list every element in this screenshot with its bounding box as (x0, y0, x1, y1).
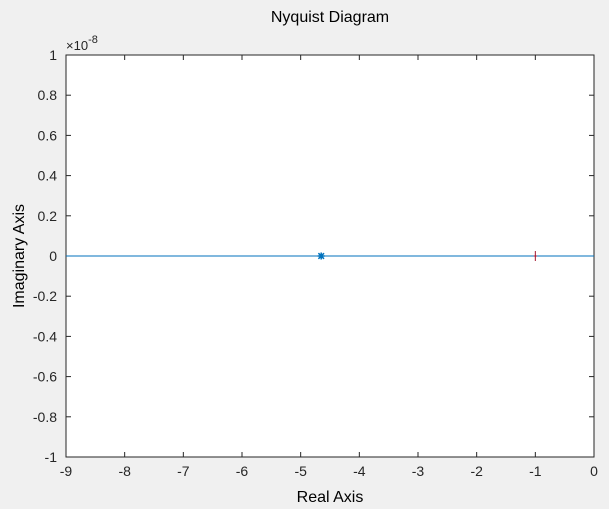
y-tick-label: 0.4 (38, 168, 58, 184)
x-tick-label: -5 (294, 463, 307, 479)
y-exponent-label: ×10-8 (66, 34, 98, 53)
marker-group (317, 251, 537, 261)
chart-title: Nyquist Diagram (271, 9, 389, 26)
x-tick-label: -9 (60, 463, 73, 479)
y-tick-label: -0.8 (33, 409, 57, 425)
plus-marker (533, 251, 537, 261)
x-tick-labels: -9 -8 -7 -6 -5 -4 -3 -2 -1 0 (60, 463, 598, 479)
y-tick-label: -1 (45, 449, 58, 465)
x-tick-label: -6 (236, 463, 249, 479)
x-tick-label: -4 (353, 463, 366, 479)
y-tick-label: 0 (49, 248, 57, 264)
y-tick-label: -0.2 (33, 288, 57, 304)
y-tick-label: -0.4 (33, 328, 57, 344)
x-tick-label: -7 (177, 463, 190, 479)
y-tick-label: -0.6 (33, 369, 57, 385)
y-tick-label: 0.6 (38, 127, 58, 143)
y-axis-label: Imaginary Axis (11, 204, 28, 308)
exponent-power: -8 (88, 34, 98, 46)
y-tick-labels: -1 -0.8 -0.6 -0.4 -0.2 0 0.2 0.4 0.6 0.8 1 (33, 47, 57, 465)
y-tick-label: 0.2 (38, 208, 58, 224)
y-tick-label: 0.8 (38, 87, 58, 103)
star-marker (317, 252, 325, 260)
x-axis-label: Real Axis (297, 489, 364, 506)
x-tick-label: -2 (470, 463, 483, 479)
x-tick-label: 0 (590, 463, 598, 479)
y-tick-label: 1 (49, 47, 57, 63)
tick-marks (65, 54, 595, 458)
exponent-base: ×10 (66, 38, 88, 53)
x-tick-label: -3 (412, 463, 425, 479)
x-tick-label: -1 (529, 463, 542, 479)
x-tick-label: -8 (118, 463, 131, 479)
